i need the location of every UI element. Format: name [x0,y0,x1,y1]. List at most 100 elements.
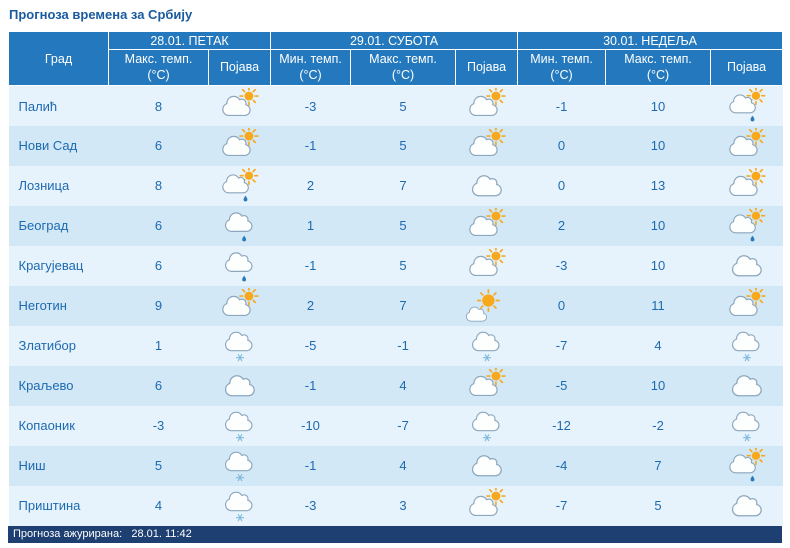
friday-max-temp: 1 [154,338,163,354]
sun-cloud-icon [465,206,509,244]
friday-phenomenon-cell [209,286,271,326]
saturday-phenomenon-cell [456,486,518,526]
saturday-phenomenon-cell [456,126,518,166]
max-temp-label: Макс. темп. [369,52,437,66]
sunday-max-temp: 10 [650,138,666,154]
sunday-max-temp: 10 [650,98,666,114]
sunday-phenomenon-cell [711,246,783,286]
city-name: Копаоник [18,418,75,434]
sunday-min-temp: -5 [555,378,568,394]
sun-cloud-icon [725,166,769,204]
min-temp-label: Мин. темп. [279,52,342,66]
table-row: Копаоник -3 -10 -7 -12 -2 [8,405,783,446]
table-row: Неготин 9 2 7 0 11 [8,285,783,326]
saturday-max-temp: 5 [399,218,407,234]
cloud-snow-icon [465,408,509,444]
city-name: Златибор [18,338,77,354]
saturday-phenomenon-cell [456,286,518,326]
city-name: Лозница [18,178,70,194]
saturday-max-temp: -1 [397,338,409,354]
unit-label: (°C) [299,67,322,82]
saturday-max-temp: 3 [399,498,407,514]
table-row: Палић 8 -3 5 -1 10 [8,85,783,126]
cloud-snow-icon [218,328,262,364]
friday-max-temp: 6 [154,258,163,274]
cloud-rain-icon [218,208,262,244]
sun-cloud-icon [465,86,509,124]
sun-cloud-icon [465,246,509,284]
cloud-rain-icon [218,248,262,284]
sun-cloud-rain-icon [725,86,769,124]
cloud-snow-icon [465,328,509,364]
sunday-phenomenon-cell [711,126,783,166]
friday-phenomenon-cell [209,126,271,166]
cloud-snow-icon [218,408,262,444]
friday-phenomenon-cell [209,166,271,206]
saturday-max-temp: 5 [399,138,407,154]
city-name: Краљево [18,378,74,394]
col-header-sunday-phenomenon: Појава [710,48,784,87]
sunday-max-temp: 10 [650,378,666,394]
city-name: Ниш [18,458,46,474]
city-name: Неготин [18,298,67,314]
sunday-min-temp: -1 [555,98,568,114]
col-header-friday-phenomenon: Појава [207,48,272,87]
friday-max-temp: -3 [152,418,165,434]
footer-bar: Прогноза ажурирана: 28.01. 11:42 [8,525,782,543]
unit-label: (°C) [147,67,170,82]
saturday-phenomenon-cell [456,206,518,246]
sun-cloud-icon [218,86,262,124]
sunday-phenomenon-cell [711,166,783,206]
col-header-sunday-max: Макс. темп. (°C) [605,48,712,87]
saturday-phenomenon-cell [456,446,518,486]
forecast-table: Град 28.01. ПЕТАК 29.01. СУБОТА 30.01. Н… [8,30,784,526]
sunday-phenomenon-cell [711,366,783,406]
saturday-max-temp: -7 [397,418,409,434]
sun-cloud-icon [465,366,509,404]
sunday-phenomenon-cell [711,446,783,486]
saturday-phenomenon-cell [456,246,518,286]
friday-phenomenon-cell [209,206,271,246]
sunday-phenomenon-cell [711,406,783,446]
table-row: Нови Сад 6 -1 5 0 10 [8,125,783,166]
saturday-min-temp: -3 [304,98,317,114]
table-row: Приштина 4 -3 3 -7 5 [8,485,783,526]
sunday-min-temp: 0 [557,178,566,194]
saturday-max-temp: 4 [399,458,407,474]
saturday-min-temp: -1 [304,458,317,474]
friday-max-temp: 6 [154,138,163,154]
friday-phenomenon-cell [209,486,271,526]
sunday-phenomenon-cell [711,206,783,246]
sun-cloud-rain-icon [725,206,769,244]
friday-phenomenon-cell [209,366,271,406]
cloud-icon [725,248,769,284]
friday-phenomenon-cell [209,246,271,286]
col-header-saturday-max: Макс. темп. (°C) [350,48,457,87]
cloud-icon [725,488,769,524]
sunday-phenomenon-cell [711,286,783,326]
table-header: Град 28.01. ПЕТАК 29.01. СУБОТА 30.01. Н… [8,30,784,87]
saturday-min-temp: 1 [306,218,315,234]
cloud-icon [465,168,509,204]
sunday-min-temp: -7 [555,498,568,514]
col-header-city: Град [8,30,109,87]
friday-max-temp: 5 [154,458,163,474]
forecast-updated-text: Прогноза ажурирана: 28.01. 11:42 [13,527,192,540]
col-header-sunday-min: Мин. темп. (°C) [517,48,607,87]
saturday-phenomenon-cell [456,326,518,366]
saturday-min-temp: -1 [304,138,317,154]
sun-cloud-rain-icon [218,166,262,204]
cloud-icon [725,368,769,404]
sun-cloud-icon [218,126,262,164]
saturday-phenomenon-cell [456,366,518,406]
city-name: Нови Сад [18,138,78,154]
sunday-min-temp: -4 [555,458,568,474]
sunday-max-temp: 11 [651,298,665,314]
cloud-snow-icon [725,408,769,444]
friday-phenomenon-cell [209,406,271,446]
sunday-min-temp: -3 [555,258,568,274]
sunday-min-temp: 0 [557,138,566,154]
sunday-max-temp: 7 [654,458,662,474]
saturday-max-temp: 5 [399,98,407,114]
